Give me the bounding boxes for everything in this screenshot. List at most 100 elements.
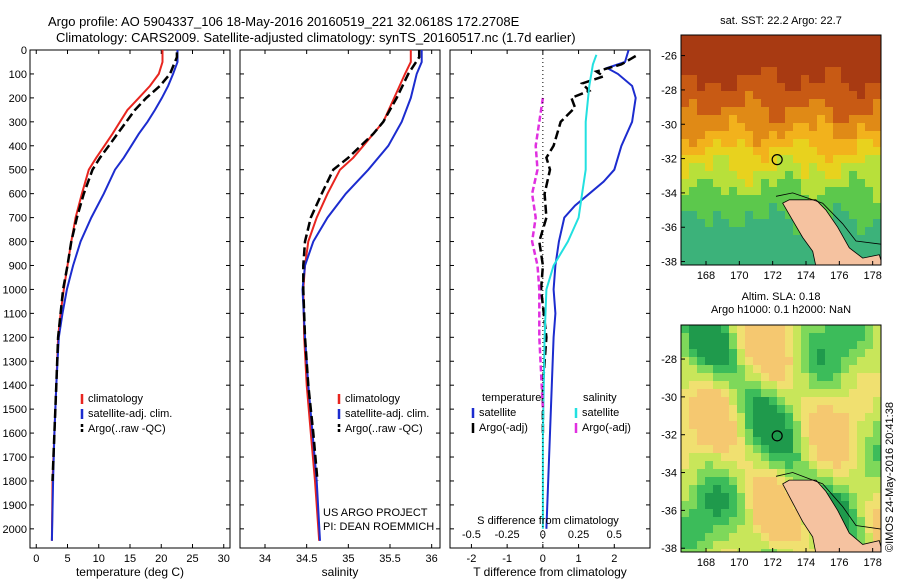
y-tick-label: 1200 [3,332,27,344]
x-tick-label: 0 [33,553,39,565]
difference-x-axis-label: T difference from climatology [473,565,627,579]
longitude-tick-label: 168 [697,270,715,282]
longitude-tick-label: 178 [863,557,881,569]
salinity-diff-tick-label: 0.5 [607,529,622,541]
project-note-line-2: PI: DEAN ROEMMICH [323,521,434,533]
latitude-tick-label: -30 [661,119,677,131]
sst-map-panel: 168 170 172 174 176 178 -26 -28 -30 -32 -34 -36 -38 s… [661,15,882,282]
y-tick-label: 1100 [3,308,27,320]
x-tick-label: 10 [93,553,105,565]
temperature-series-group [50,50,179,541]
salinity-panel: 34 34.5 35 35.5 36 salinity climatology satelli… [239,49,441,579]
sst_map-title: sat. SST: 22.2 Argo: 22.7 [720,15,842,27]
difference-axes-frame [449,49,651,549]
legend-entry: Argo(-adj) [582,422,631,434]
latitude-tick-label: -38 [661,257,677,269]
y-tick-label: 300 [9,117,27,129]
header-line-2: Climatology: CARS2009. Satellite-adjuste… [56,30,576,45]
land-mass [782,199,881,265]
sla_map-field [681,325,881,552]
y-tick-label: 1000 [3,284,27,296]
legend-entry: climatology [345,393,401,405]
difference-series-group [530,50,637,529]
latitude-tick-label: -28 [661,85,677,97]
y-tick-label: 1800 [3,476,27,488]
longitude-tick-label: 170 [730,270,748,282]
temperature-x-axis-label: temperature (deg C) [76,565,184,579]
legend-entry: Argo(-adj) [479,422,528,434]
sst_map-field [681,35,881,265]
latitude-tick-label: -26 [661,51,677,63]
x-tick-label: 34 [259,553,271,565]
legend-entry: Argo(..raw -QC) [345,423,423,435]
temperature-series-satellite-adj-clim- [50,50,179,541]
latitude-tick-label: -28 [661,354,677,366]
y-tick-label: 500 [9,165,27,177]
longitude-tick-label: 174 [797,557,815,569]
difference-panel: -2 -1 0 1 2T difference from climatology -0.5… [449,49,651,579]
temperature-axes-frame [29,49,231,549]
latitude-tick-label: -32 [661,430,677,442]
legend-entry: satellite-adj. clim. [88,408,172,420]
sla_map-frame [680,324,882,553]
depth-contour [775,472,881,530]
x-tick-label: 25 [186,553,198,565]
difference-series-salinity-argo-adj- [530,97,545,410]
x-tick-label: -2 [467,553,477,565]
latitude-tick-label: -36 [661,505,677,517]
x-tick-label: 0 [540,553,546,565]
imos-timestamp: ©IMOS 24-May-2016 20:41:38 [884,402,896,552]
x-tick-label: 1 [576,553,582,565]
y-tick-label: 1500 [3,404,27,416]
x-tick-label: 20 [155,553,167,565]
y-tick-label: 800 [9,237,27,249]
x-tick-label: 30 [218,553,230,565]
salinity-series-group [301,50,423,541]
x-tick-label: 15 [124,553,136,565]
argo-profile-location-marker [771,154,783,166]
sst_map-frame [680,34,882,266]
y-tick-label: 2000 [3,524,27,536]
longitude-tick-label: 176 [830,270,848,282]
x-tick-label: 36 [426,553,438,565]
legend-entry: climatology [88,393,144,405]
temperature-panel: 0100200300400500600700800900100011001200… [3,45,231,579]
salinity-axes-frame [239,49,441,549]
y-tick-label: 1400 [3,380,27,392]
y-tick-label: 700 [9,213,27,225]
project-note-line-1: US ARGO PROJECT [323,507,428,519]
longitude-tick-label: 168 [697,557,715,569]
depth-contour [775,192,881,245]
longitude-tick-label: 178 [863,270,881,282]
sla-map-panel: 168 170 172 174 176 178 -28 -30 -32 -34 -36 -38 Alti… [661,291,882,569]
longitude-tick-label: 172 [763,557,781,569]
salinity-series-argo-raw-qc- [302,50,421,482]
y-tick-label: 100 [9,69,27,81]
latitude-tick-label: -38 [661,543,677,555]
salinity-diff-tick-label: 0 [540,529,546,541]
salinity-x-axis-label: salinity [322,565,359,579]
y-tick-label: 900 [9,260,27,272]
difference-series-temperature-argo-adj- [538,54,637,434]
y-tick-label: 0 [21,45,27,57]
header-line-1: Argo profile: AO 5904337_106 18-May-2016… [48,14,520,29]
longitude-tick-label: 170 [730,557,748,569]
longitude-tick-label: 174 [797,270,815,282]
legend-title-temperature: temperature [482,392,541,404]
legend-entry: satellite-adj. clim. [345,408,429,420]
y-tick-label: 1700 [3,452,27,464]
x-tick-label: 5 [64,553,70,565]
legend-title-salinity: salinity [583,392,617,404]
x-tick-label: -1 [502,553,512,565]
salinity-series-satellite-adj-clim- [301,50,423,541]
sla_map-subtitle: Argo h1000: 0.1 h2000: NaN [711,304,851,316]
y-tick-label: 600 [9,189,27,201]
y-tick-label: 1900 [3,500,27,512]
latitude-tick-label: -34 [661,188,677,200]
difference-series-salinity-satellite [541,54,598,529]
argo-profile-location-marker [771,430,783,442]
difference-series-temperature-satellite [545,50,637,529]
y-tick-label: 1600 [3,428,27,440]
